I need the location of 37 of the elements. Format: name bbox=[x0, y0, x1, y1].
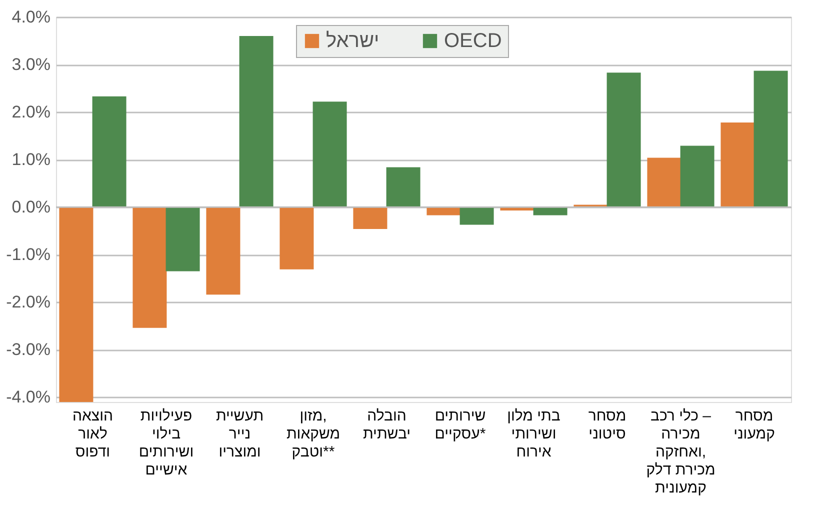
bar bbox=[132, 207, 167, 328]
x-tick-label: הובלה יבשתית bbox=[362, 408, 411, 442]
bar bbox=[59, 207, 94, 402]
bar bbox=[92, 96, 126, 208]
bar bbox=[606, 72, 641, 208]
x-tick-label: הוצאה לאור ודפוס bbox=[72, 408, 114, 460]
x-tick-label: תעשיית נייר ומוצריו bbox=[216, 408, 264, 460]
x-tick-label: מזון, משקאות וטבק** bbox=[286, 408, 340, 460]
y-tick-label: 3.0% bbox=[12, 55, 50, 74]
x-tick-label: כלי רכב – מכירה ואחזקה, מכירת דלק קמעונית bbox=[646, 408, 716, 496]
bar bbox=[206, 207, 240, 295]
bar bbox=[166, 207, 200, 272]
y-tick-label: -2.0% bbox=[6, 292, 50, 312]
y-tick-label: -4.0% bbox=[6, 388, 50, 407]
bar bbox=[460, 207, 494, 225]
bar bbox=[353, 207, 388, 229]
bar bbox=[680, 146, 714, 208]
legend-label: ישראל bbox=[326, 30, 380, 52]
y-tick-label: 4.0% bbox=[12, 8, 50, 26]
legend-label: OECD bbox=[444, 30, 502, 52]
bar bbox=[239, 36, 274, 208]
bar bbox=[754, 70, 788, 208]
y-tick-label: 1.0% bbox=[12, 150, 50, 170]
x-tick-label: שירותים עסקיים* bbox=[434, 408, 486, 442]
y-tick-label: -1.0% bbox=[6, 245, 50, 264]
y-tick-label: 0.0% bbox=[12, 198, 50, 217]
y-tick-label: -3.0% bbox=[6, 340, 50, 360]
bar bbox=[312, 102, 347, 208]
x-tick-label: מסחר סיטוני bbox=[588, 408, 626, 442]
y-tick-label: 2.0% bbox=[12, 102, 50, 122]
bar bbox=[720, 122, 755, 208]
bar bbox=[386, 167, 420, 208]
x-tick-label: פעילויות בילוי ושירותים אישיים bbox=[138, 408, 194, 478]
x-tick-label: בתי מלון ושירותי אירוח bbox=[507, 408, 560, 460]
x-tick-label: מסחר קמעוני bbox=[734, 408, 776, 442]
bar bbox=[280, 207, 314, 270]
bar bbox=[647, 158, 682, 208]
